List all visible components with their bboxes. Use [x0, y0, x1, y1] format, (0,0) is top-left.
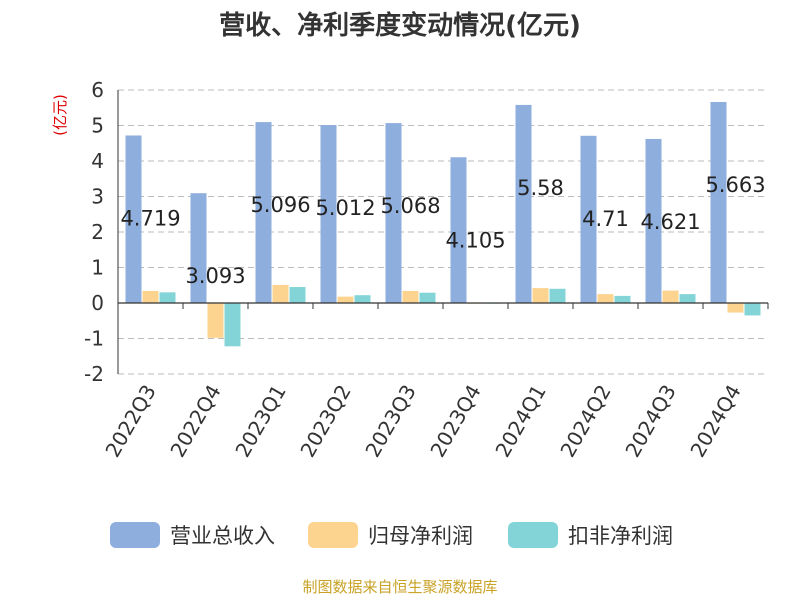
- bar: [727, 303, 744, 313]
- source-note: 制图数据来自恒生聚源数据库: [302, 578, 497, 596]
- bar: [419, 292, 436, 303]
- bar: [320, 125, 337, 303]
- bar: [255, 122, 272, 303]
- bar: [207, 303, 224, 338]
- data-label: 4.71: [582, 207, 629, 231]
- bar: [159, 292, 176, 303]
- x-tick-label: 2023Q2: [295, 381, 355, 462]
- data-label: 5.068: [380, 194, 440, 218]
- data-label: 5.663: [705, 173, 765, 197]
- x-tick-label: 2024Q2: [555, 381, 615, 462]
- bar: [190, 193, 207, 303]
- bar: [679, 294, 696, 303]
- y-tick-label: -2: [84, 362, 104, 386]
- y-axis-label: (亿元): [51, 94, 69, 136]
- bar: [385, 123, 402, 303]
- legend-swatch: [508, 522, 558, 548]
- bar: [450, 157, 467, 303]
- legend-label: 扣非净利润: [568, 524, 673, 548]
- y-tick-label: -1: [84, 327, 104, 351]
- legend-swatch: [110, 522, 160, 548]
- bar: [710, 101, 727, 303]
- data-label: 5.096: [250, 193, 310, 217]
- x-tick-label: 2024Q4: [685, 381, 745, 462]
- bar: [580, 135, 597, 303]
- y-tick-label: 6: [91, 78, 104, 102]
- bar: [515, 104, 532, 303]
- bar: [272, 284, 289, 303]
- bar: [645, 138, 662, 303]
- y-tick-label: 3: [91, 185, 104, 209]
- legend-swatch: [308, 522, 358, 548]
- x-tick-label: 2023Q3: [360, 381, 420, 462]
- data-label: 4.719: [120, 206, 180, 230]
- bar: [549, 288, 566, 303]
- x-tick-label: 2022Q3: [100, 381, 160, 462]
- bar: [224, 303, 241, 347]
- data-label: 5.58: [517, 176, 564, 200]
- bars-layer: [125, 101, 761, 347]
- bar: [142, 290, 159, 303]
- y-tick-label: 1: [91, 256, 104, 280]
- legend-label: 营业总收入: [170, 524, 275, 548]
- bar: [662, 290, 679, 303]
- y-tick-label: 0: [91, 291, 104, 315]
- bar: [337, 296, 354, 303]
- legend: 营业总收入 归母净利润 扣非净利润: [110, 522, 673, 548]
- data-label: 5.012: [315, 196, 375, 220]
- bar: [125, 135, 142, 303]
- bar: [614, 295, 631, 303]
- x-tick-label: 2024Q1: [490, 381, 550, 462]
- y-tick-label: 4: [91, 149, 104, 173]
- x-tick-label: 2023Q1: [230, 381, 290, 462]
- x-tick-label: 2022Q4: [165, 381, 225, 462]
- data-label: 4.105: [445, 228, 505, 252]
- bar: [402, 290, 419, 303]
- x-tick-label: 2023Q4: [425, 381, 485, 462]
- bar: [744, 303, 761, 316]
- bar: [354, 295, 371, 303]
- chart-title: 营收、净利季度变动情况(亿元): [219, 10, 581, 41]
- bar: [597, 294, 614, 303]
- legend-label: 归母净利润: [368, 524, 473, 548]
- x-tick-label: 2024Q3: [620, 381, 680, 462]
- bar: [532, 288, 549, 303]
- data-label: 4.621: [640, 210, 700, 234]
- bar: [289, 287, 306, 303]
- y-tick-label: 5: [91, 114, 104, 138]
- y-tick-label: 2: [91, 220, 104, 244]
- data-label: 3.093: [185, 264, 245, 288]
